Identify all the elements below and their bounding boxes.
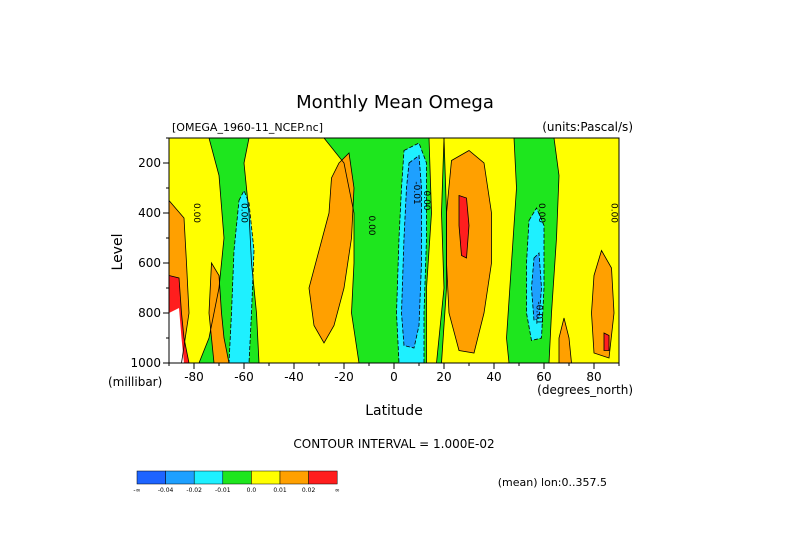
contour-labels: 0.00 0.000.000.00-0.010.00 0.00-0.01 (191, 181, 619, 324)
contour-label: -0.01 (411, 181, 421, 204)
contour-line-15 (228, 189, 255, 363)
contour-label: 0.00 (239, 203, 249, 223)
contour-line-19 (531, 252, 542, 322)
contour-line-16 (396, 142, 427, 363)
contour-region-15 (229, 190, 254, 363)
y-axis: 200 400 600 800 1000 (130, 137, 169, 370)
x-tick-label: 80 (586, 370, 601, 384)
contour-region-14 (604, 333, 609, 351)
file-label: [OMEGA_1960-11_NCEP.nc] (172, 121, 323, 134)
x-axis-label: Latitude (365, 403, 423, 419)
contour-line-8 (308, 152, 355, 344)
colorbar-swatch (193, 470, 224, 485)
x-tick-label: 40 (486, 370, 501, 384)
colorbar-swatch (165, 470, 195, 485)
colorbar-label: -0.04 (158, 487, 174, 494)
contour-line-18 (401, 154, 422, 349)
plot-area (169, 138, 619, 363)
contour-line-5 (548, 138, 619, 363)
y-tick-label: 400 (138, 206, 161, 220)
contour-region-12 (459, 195, 469, 258)
y-axis-label: Level (110, 234, 126, 271)
x-tick-label: 60 (536, 370, 551, 384)
contour-region-11 (559, 318, 572, 363)
colorbar-swatch (308, 470, 338, 485)
colorbar-label: -∞ (133, 487, 140, 494)
contour-line-3 (426, 138, 445, 363)
contour-line-7 (208, 261, 230, 363)
contour-interval-label: CONTOUR INTERVAL = 1.000E-02 (293, 437, 494, 451)
contour-region-20 (169, 308, 184, 363)
contour-region-18 (401, 155, 422, 348)
x-axis: -80 -60 -40 -20 0 20 40 60 80 (168, 363, 620, 384)
x-tick-label: -60 (234, 370, 254, 384)
contour-line-10 (591, 249, 615, 359)
x-tick-label: -20 (334, 370, 354, 384)
colorbar: -∞ -0.04 -0.02 -0.01 0.0 0.01 0.02 ∞ (133, 470, 340, 494)
y-tick-label: 200 (138, 156, 161, 170)
colorbar-swatch (136, 470, 166, 485)
y-tick-label: 1000 (130, 356, 161, 370)
contour-line-13 (169, 275, 190, 363)
colorbar-swatch (279, 470, 309, 485)
units-label: (units:Pascal/s) (542, 120, 633, 134)
x-tick-label: 0 (390, 370, 398, 384)
contour-region-19 (531, 253, 542, 321)
y-unit-label: (millibar) (108, 375, 162, 389)
colorbar-swatch (222, 470, 252, 485)
colorbar-label: -0.02 (186, 487, 202, 494)
contour-line-9 (446, 150, 492, 354)
contour-line-11 (558, 317, 572, 363)
contour-line-17 (526, 207, 545, 341)
mean-label: (mean) lon:0..357.5 (498, 476, 607, 489)
y-tick-label: 600 (138, 256, 161, 270)
y-tick-label: 800 (138, 306, 161, 320)
colorbar-label: 0.0 (247, 487, 257, 494)
contour-line-6 (169, 199, 190, 363)
contour-label: 0.00 (536, 203, 546, 223)
contour-label: 0.00 (191, 203, 201, 223)
contour-label: 0.00 (421, 190, 431, 210)
contour-line-14 (603, 332, 610, 351)
x-tick-label: 20 (436, 370, 451, 384)
contour-label: 0.00 (609, 203, 619, 223)
contour-line-12 (458, 194, 470, 259)
contour-label: -0.01 (534, 301, 544, 324)
contour-lines (169, 138, 619, 363)
contour-line-2 (243, 138, 360, 363)
contour-line-1 (169, 138, 225, 363)
colorbar-swatch (251, 470, 281, 485)
colorbar-label: 0.02 (302, 487, 316, 494)
x-unit-label: (degrees_north) (537, 383, 633, 397)
chart-title: Monthly Mean Omega (296, 92, 494, 113)
contour-label: 0.00 (366, 215, 376, 235)
colorbar-label: 0.01 (273, 487, 287, 494)
contour-region-8 (309, 153, 354, 343)
contour-region-10 (591, 250, 614, 358)
colorbar-label: ∞ (335, 487, 340, 494)
contour-region-9 (446, 150, 492, 353)
colorbar-label: -0.01 (215, 487, 231, 494)
x-tick-label: -80 (184, 370, 204, 384)
x-tick-label: -40 (284, 370, 304, 384)
